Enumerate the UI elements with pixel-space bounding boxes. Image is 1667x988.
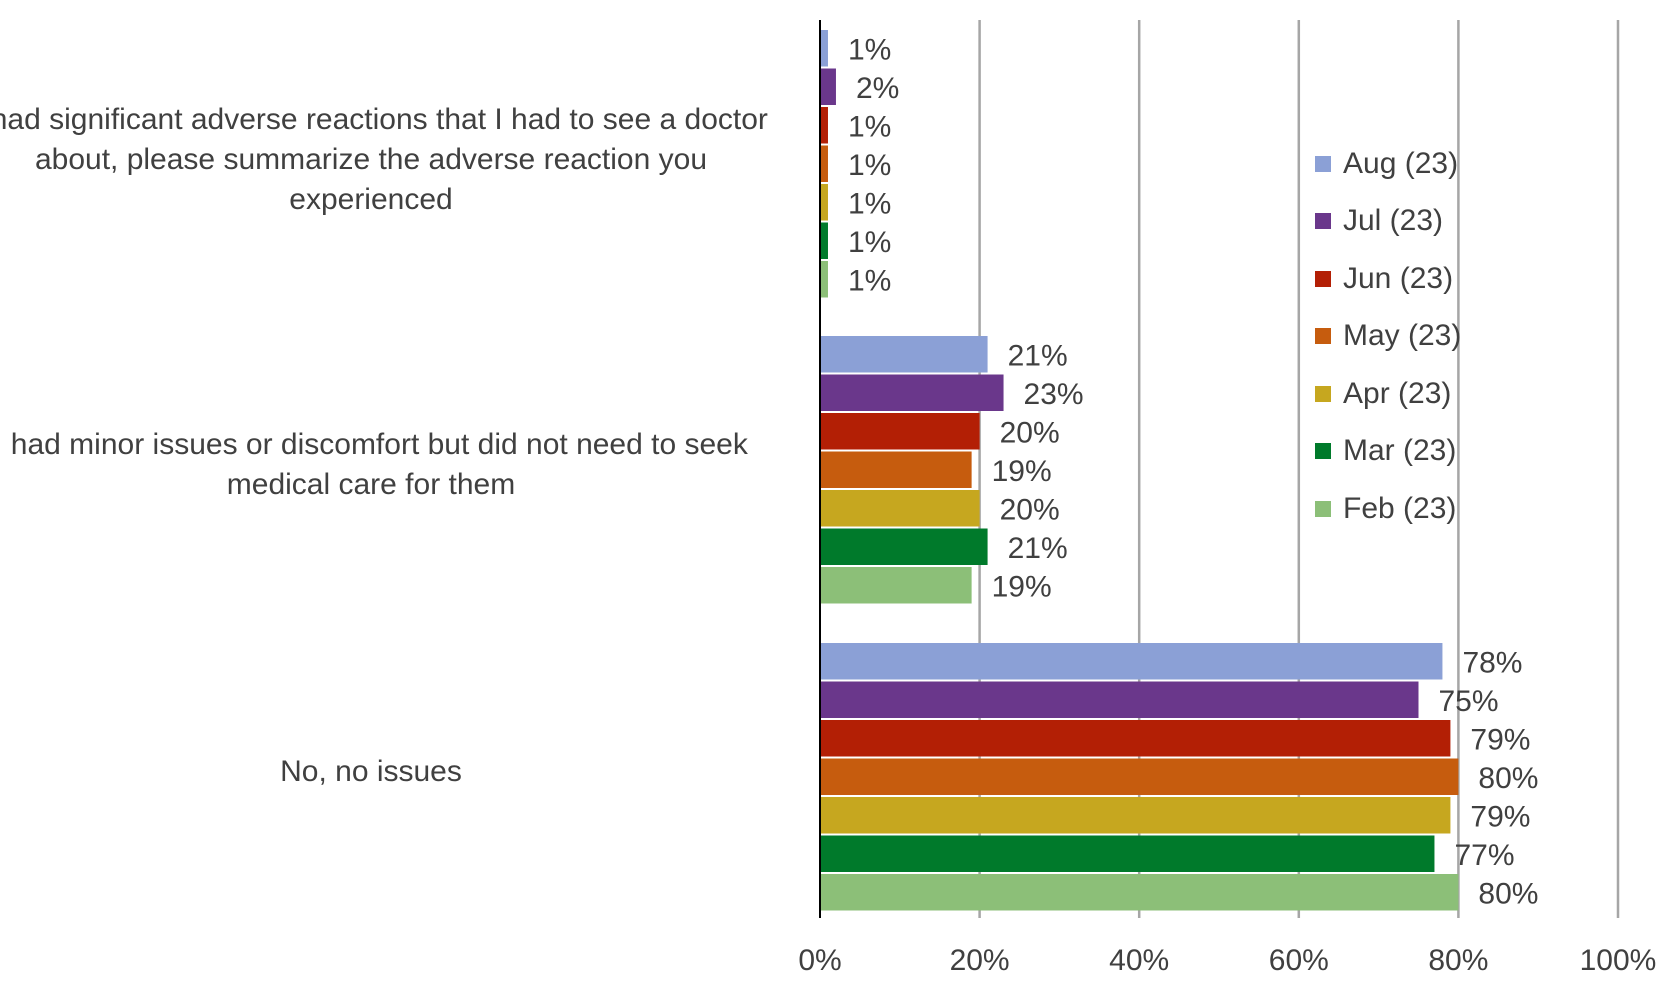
- data-label-may-cat0: 1%: [848, 149, 891, 182]
- bar-apr-cat2: [820, 797, 1451, 834]
- bar-mar-cat1: [820, 528, 988, 565]
- bar-jun-cat1: [820, 413, 980, 450]
- bar-aug-cat2: [820, 643, 1443, 680]
- legend-swatch-may: [1315, 328, 1331, 345]
- x-tick-label-40: 40%: [1109, 944, 1169, 977]
- category-label-none: No, no issues: [280, 755, 462, 788]
- bar-jun-cat0: [820, 107, 828, 144]
- legend-swatch-feb: [1315, 500, 1331, 517]
- x-tick-label-60: 60%: [1269, 944, 1329, 977]
- legend: Aug (23) Jul (23) Jun (23) May (23) Apr …: [1315, 135, 1461, 538]
- data-label-aug-cat1: 21%: [1008, 339, 1068, 372]
- legend-label-aug: Aug (23): [1343, 146, 1459, 180]
- category-label-minor: I had minor issues or discomfort but did…: [0, 428, 748, 501]
- data-label-jun-cat1: 20%: [1000, 416, 1060, 449]
- bar-feb-cat0: [820, 261, 828, 298]
- legend-label-jun: Jun (23): [1343, 261, 1454, 295]
- legend-swatch-mar: [1315, 443, 1331, 460]
- legend-swatch-jun: [1315, 270, 1331, 287]
- x-tick-label-0: 0%: [798, 944, 841, 977]
- data-label-aug-cat2: 78%: [1462, 646, 1522, 679]
- bar-jul-cat0: [820, 68, 836, 105]
- data-label-apr-cat0: 1%: [848, 187, 891, 220]
- bar-aug-cat1: [820, 336, 988, 373]
- legend-label-may: May (23): [1343, 319, 1462, 353]
- bar-may-cat0: [820, 145, 828, 182]
- bar-feb-cat2: [820, 874, 1459, 911]
- category-label-significant: I had significant adverse reactions that…: [0, 103, 768, 216]
- legend-item-aug: Aug (23): [1315, 135, 1461, 193]
- bar-mar-cat2: [820, 835, 1435, 872]
- bar-may-cat2: [820, 758, 1459, 795]
- data-label-mar-cat1: 21%: [1008, 532, 1068, 565]
- bar-jul-cat2: [820, 681, 1419, 718]
- legend-label-mar: Mar (23): [1343, 434, 1457, 468]
- data-label-jun-cat2: 79%: [1470, 723, 1530, 756]
- bar-apr-cat0: [820, 184, 828, 221]
- legend-label-jul: Jul (23): [1343, 204, 1444, 238]
- bar-may-cat1: [820, 451, 972, 488]
- bar-aug-cat0: [820, 30, 828, 67]
- data-label-jul-cat1: 23%: [1024, 378, 1084, 411]
- x-tick-label-80: 80%: [1428, 944, 1488, 977]
- bar-jun-cat2: [820, 720, 1451, 757]
- data-label-jul-cat0: 2%: [856, 72, 899, 105]
- data-label-feb-cat1: 19%: [992, 570, 1052, 603]
- legend-item-mar: Mar (23): [1315, 423, 1461, 481]
- legend-item-feb: Feb (23): [1315, 480, 1461, 538]
- bar-mar-cat0: [820, 222, 828, 259]
- legend-item-jun: Jun (23): [1315, 250, 1461, 308]
- data-label-mar-cat2: 77%: [1454, 839, 1514, 872]
- bar-feb-cat1: [820, 567, 972, 604]
- legend-label-apr: Apr (23): [1343, 376, 1452, 410]
- data-label-feb-cat0: 1%: [848, 264, 891, 297]
- bar-apr-cat1: [820, 490, 980, 527]
- data-label-may-cat1: 19%: [992, 455, 1052, 488]
- legend-swatch-aug: [1315, 155, 1331, 172]
- data-label-jun-cat0: 1%: [848, 110, 891, 143]
- data-label-may-cat2: 80%: [1478, 762, 1538, 795]
- x-tick-label-100: 100%: [1580, 944, 1657, 977]
- data-label-mar-cat0: 1%: [848, 226, 891, 259]
- legend-item-may: May (23): [1315, 308, 1461, 366]
- x-tick-label-20: 20%: [950, 944, 1010, 977]
- data-label-aug-cat0: 1%: [848, 33, 891, 66]
- legend-item-jul: Jul (23): [1315, 193, 1461, 251]
- data-label-feb-cat2: 80%: [1478, 877, 1538, 910]
- legend-item-apr: Apr (23): [1315, 365, 1461, 423]
- data-label-apr-cat1: 20%: [1000, 493, 1060, 526]
- legend-label-feb: Feb (23): [1343, 491, 1457, 525]
- bar-jul-cat1: [820, 374, 1004, 411]
- data-label-apr-cat2: 79%: [1470, 800, 1530, 833]
- legend-swatch-apr: [1315, 385, 1331, 402]
- data-label-jul-cat2: 75%: [1439, 685, 1499, 718]
- legend-swatch-jul: [1315, 213, 1331, 230]
